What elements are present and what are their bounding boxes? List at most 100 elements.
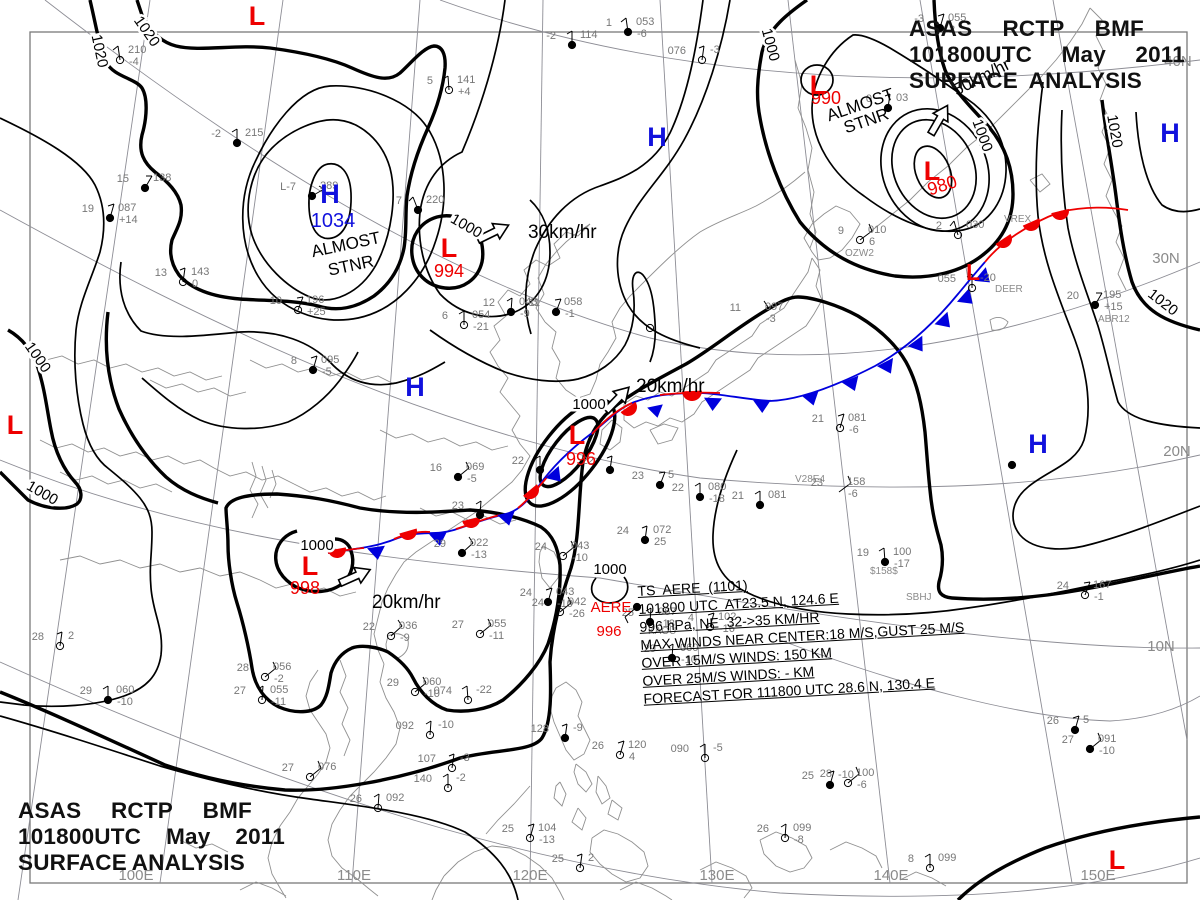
svg-text:-10: -10 (572, 552, 588, 564)
svg-text:167: 167 (1093, 579, 1111, 591)
svg-text:23: 23 (452, 500, 464, 512)
svg-text:11: 11 (730, 302, 741, 314)
svg-text:1020: 1020 (1144, 285, 1181, 319)
svg-text:10N: 10N (1147, 638, 1175, 655)
svg-text:220: 220 (426, 194, 444, 206)
svg-text:-10: -10 (1099, 745, 1115, 757)
svg-text:-3: -3 (914, 13, 924, 25)
svg-text:VREX: VREX (1004, 214, 1032, 225)
svg-text:-10: -10 (424, 688, 440, 700)
svg-text:7: 7 (396, 195, 402, 207)
svg-text:20: 20 (1067, 290, 1079, 302)
svg-text:21: 21 (812, 413, 824, 425)
svg-text:-2: -2 (211, 128, 221, 140)
svg-text:091: 091 (1098, 733, 1116, 745)
svg-text:8: 8 (98, 45, 104, 57)
svg-text:-3: -3 (766, 313, 776, 325)
svg-text:-20: -20 (980, 272, 996, 284)
svg-text:092: 092 (386, 792, 404, 804)
svg-text:2: 2 (588, 852, 594, 864)
svg-text:5: 5 (668, 469, 674, 481)
svg-text:102: 102 (718, 611, 736, 623)
svg-text:-9: -9 (573, 722, 583, 734)
svg-text:055: 055 (270, 684, 288, 696)
svg-text:L: L (1109, 845, 1126, 875)
svg-text:080: 080 (708, 481, 726, 493)
svg-text:010: 010 (868, 224, 886, 236)
svg-text:$158$: $158$ (870, 566, 898, 577)
svg-text:6: 6 (442, 310, 448, 322)
svg-text:1034: 1034 (311, 210, 356, 232)
svg-text:23: 23 (632, 470, 644, 482)
svg-text:100: 100 (893, 546, 911, 558)
svg-text:28: 28 (32, 631, 44, 643)
svg-text:L: L (569, 420, 586, 450)
svg-text:-3: -3 (710, 44, 720, 56)
svg-text:11: 11 (529, 297, 540, 309)
svg-text:-5: -5 (713, 742, 723, 754)
svg-text:053: 053 (636, 16, 654, 28)
svg-text:099: 099 (938, 852, 956, 864)
svg-text:2: 2 (936, 220, 942, 232)
svg-text:128: 128 (531, 723, 549, 735)
svg-text:22: 22 (512, 455, 524, 467)
svg-text:-1: -1 (1094, 591, 1104, 603)
svg-text:095: 095 (321, 354, 339, 366)
svg-text:081: 081 (848, 412, 866, 424)
svg-text:26: 26 (592, 740, 604, 752)
svg-text:042: 042 (568, 596, 586, 608)
svg-text:1000: 1000 (300, 537, 333, 554)
svg-text:1000: 1000 (593, 561, 626, 578)
svg-text:140E: 140E (873, 867, 908, 884)
svg-text:6: 6 (869, 236, 875, 248)
svg-text:996: 996 (596, 623, 621, 640)
svg-text:-22: -22 (476, 684, 492, 696)
svg-text:40N: 40N (1164, 53, 1192, 70)
svg-text:19: 19 (82, 203, 94, 215)
svg-text:114: 114 (580, 29, 598, 41)
svg-text:043: 043 (519, 296, 537, 308)
svg-text:138: 138 (153, 172, 171, 184)
svg-text:22: 22 (363, 621, 375, 633)
svg-text:055: 055 (938, 273, 956, 285)
svg-text:074: 074 (434, 685, 452, 697)
svg-text:097: 097 (765, 301, 783, 313)
svg-text:-6: -6 (849, 424, 859, 436)
svg-text:-1: -1 (565, 308, 575, 320)
svg-text:4: 4 (688, 612, 694, 624)
svg-text:1020: 1020 (88, 33, 112, 69)
svg-text:22: 22 (672, 482, 684, 494)
svg-text:15: 15 (117, 173, 129, 185)
svg-text:130E: 130E (699, 867, 734, 884)
svg-text:AERE: AERE (591, 599, 632, 616)
svg-text:054: 054 (472, 309, 490, 321)
svg-text:H: H (1160, 118, 1180, 148)
svg-text:DEER: DEER (995, 284, 1023, 295)
svg-text:141: 141 (457, 74, 475, 86)
svg-text:8: 8 (291, 355, 297, 367)
svg-text:16: 16 (430, 462, 442, 474)
svg-text:2: 2 (949, 24, 955, 36)
svg-text:-9: -9 (400, 632, 410, 644)
svg-text:196: 196 (306, 294, 324, 306)
svg-text:24: 24 (617, 525, 629, 537)
svg-text:2: 2 (68, 630, 74, 642)
svg-text:L: L (924, 156, 941, 186)
svg-text:998: 998 (290, 578, 320, 598)
svg-text:26: 26 (757, 823, 769, 835)
svg-text:-10: -10 (557, 598, 573, 610)
svg-text:L-7: L-7 (280, 181, 296, 193)
svg-text:099: 099 (793, 822, 811, 834)
svg-text:KAOU: KAOU (648, 626, 676, 637)
svg-text:-3: -3 (460, 752, 470, 764)
svg-text:030: 030 (966, 219, 984, 231)
svg-text:-6: -6 (857, 779, 867, 791)
svg-text:022: 022 (470, 537, 488, 549)
svg-text:27: 27 (282, 762, 294, 774)
svg-text:9: 9 (838, 225, 844, 237)
svg-text:L: L (441, 233, 458, 263)
svg-text:26: 26 (350, 793, 362, 805)
svg-text:104: 104 (538, 822, 556, 834)
svg-text:210: 210 (128, 44, 146, 56)
svg-text:24: 24 (535, 541, 547, 553)
